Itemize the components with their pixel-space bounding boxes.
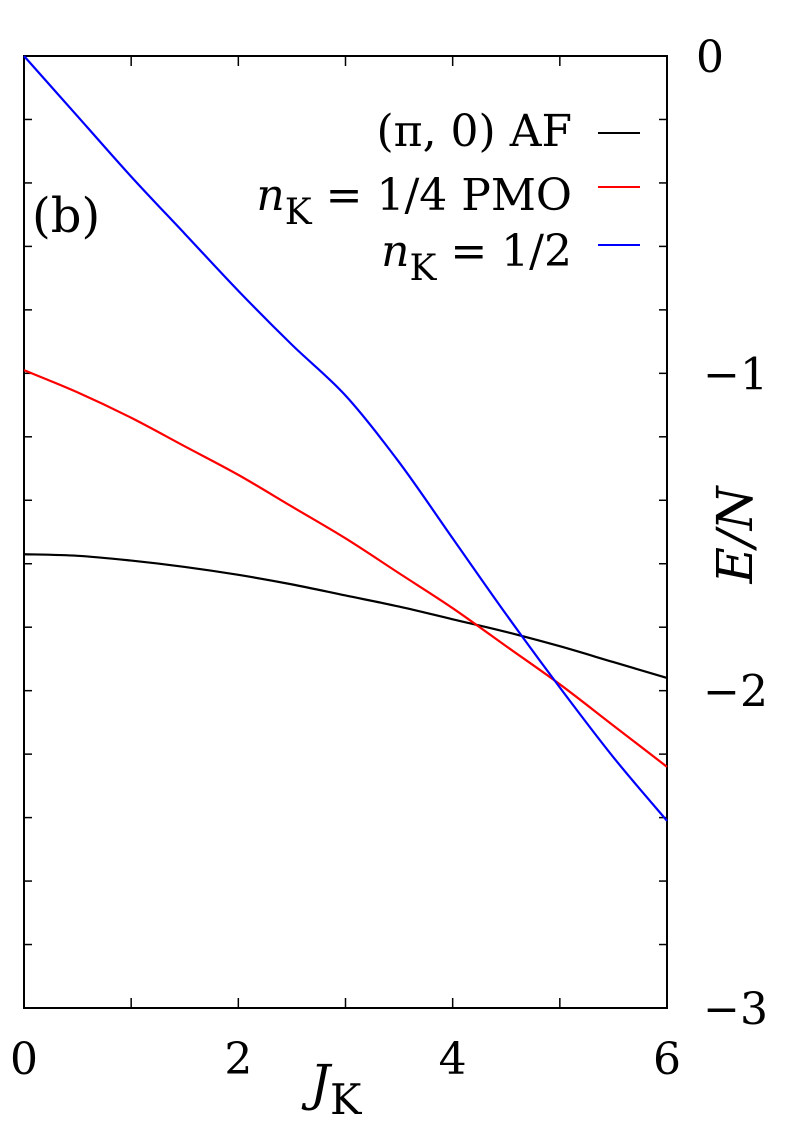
series-line-1 <box>23 369 668 768</box>
panel-label: (b) <box>32 188 100 244</box>
legend-label-pmo-sub: K <box>285 192 313 233</box>
series-lines <box>23 55 668 822</box>
legend: (π, 0) AF nK = 1/4 PMO nK = 1/2 <box>256 106 640 289</box>
y-tick-label: −3 <box>703 984 768 1035</box>
x-axis-label-sub: K <box>330 1075 363 1122</box>
y-axis-label: E/N <box>706 484 764 584</box>
legend-label-half-rest: = 1/2 <box>436 226 572 277</box>
series-line-2 <box>23 55 668 822</box>
y-tick-label: −1 <box>703 349 768 400</box>
x-tick-label: 4 <box>439 1034 467 1085</box>
y-tick-label: −2 <box>703 667 768 718</box>
legend-label-pmo-rest: = 1/4 PMO <box>312 170 572 221</box>
x-axis-label-main: J <box>301 1054 333 1112</box>
y-tick-label: 0 <box>696 32 724 83</box>
legend-label-af: (π, 0) AF <box>376 106 572 157</box>
legend-label-half: nK = 1/2 <box>381 226 572 289</box>
y-tick-labels: 0 −1 −2 −3 <box>696 32 768 1035</box>
x-axis-label: JK <box>301 1054 363 1122</box>
series-line-0 <box>23 553 668 680</box>
x-tick-label: 0 <box>10 1034 38 1085</box>
legend-label-half-main: n <box>381 226 409 277</box>
x-tick-label: 6 <box>653 1034 681 1085</box>
x-tick-label: 2 <box>224 1034 252 1085</box>
x-tick-labels: 0 2 4 6 <box>10 1034 681 1085</box>
legend-label-pmo-main: n <box>256 170 284 221</box>
legend-label-half-sub: K <box>409 248 437 289</box>
legend-label-pmo: nK = 1/4 PMO <box>256 170 572 233</box>
